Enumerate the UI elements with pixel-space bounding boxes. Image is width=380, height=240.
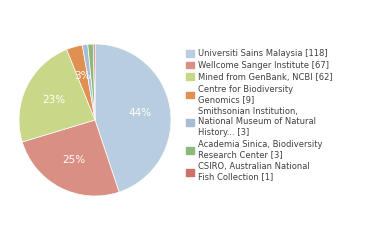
Wedge shape [19,49,95,142]
Text: 23%: 23% [42,95,65,105]
Wedge shape [22,120,119,196]
Wedge shape [66,45,95,120]
Wedge shape [82,44,95,120]
Legend: Universiti Sains Malaysia [118], Wellcome Sanger Institute [67], Mined from GenB: Universiti Sains Malaysia [118], Wellcom… [185,47,334,183]
Wedge shape [93,44,95,120]
Wedge shape [88,44,95,120]
Text: 25%: 25% [62,156,86,166]
Text: 44%: 44% [128,108,152,118]
Text: 3%: 3% [74,71,91,81]
Wedge shape [95,44,171,192]
